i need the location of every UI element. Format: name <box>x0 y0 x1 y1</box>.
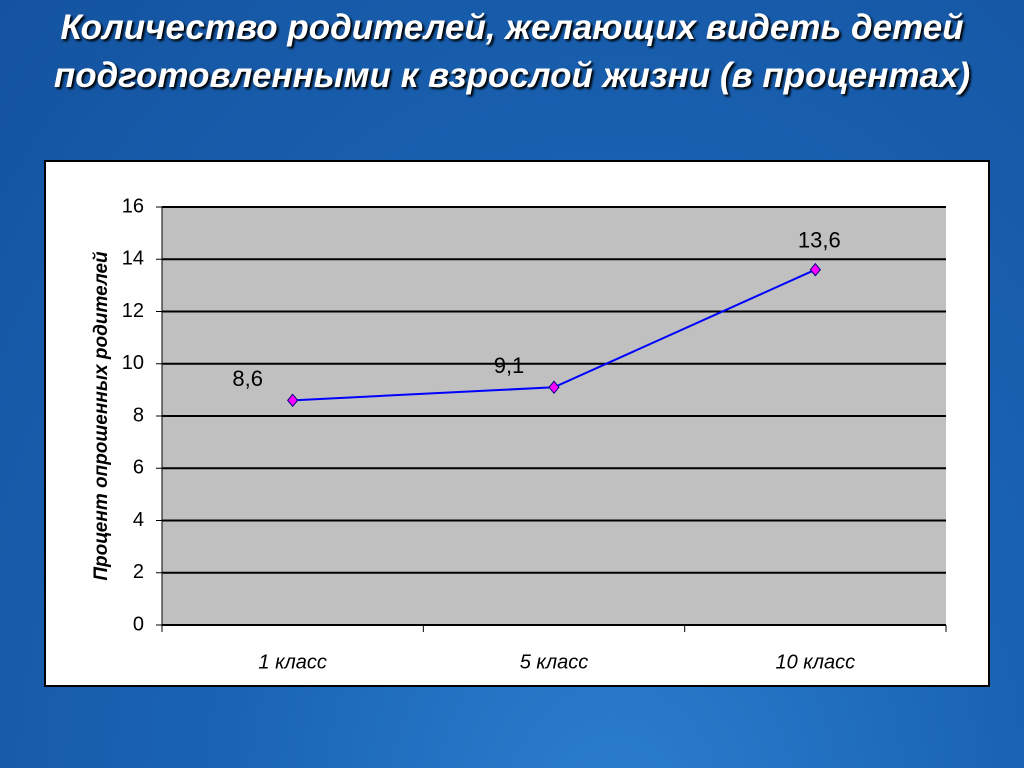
y-tick-label: 8 <box>133 404 144 426</box>
chart-title: Количество родителей, желающих видеть де… <box>53 8 971 95</box>
data-label: 13,6 <box>798 228 841 253</box>
marker <box>809 262 821 277</box>
x-tick-label: 10 класс <box>776 651 856 673</box>
y-tick-label: 10 <box>122 352 144 374</box>
x-tick-label: 1 класс <box>258 651 327 673</box>
y-tick-label: 14 <box>122 248 144 270</box>
x-tick-label: 5 класс <box>520 651 589 673</box>
y-tick-label: 4 <box>133 509 144 531</box>
marker <box>287 393 299 408</box>
y-axis-label: Процент опрошенных родителей <box>91 251 112 581</box>
marker <box>548 380 560 395</box>
data-label: 8,6 <box>232 366 263 391</box>
y-tick-label: 16 <box>122 195 144 217</box>
y-tick-label: 2 <box>133 561 144 583</box>
data-label: 9,1 <box>494 353 525 378</box>
y-tick-label: 6 <box>133 457 144 479</box>
y-tick-label: 12 <box>122 300 144 322</box>
y-tick-label: 0 <box>133 613 144 635</box>
